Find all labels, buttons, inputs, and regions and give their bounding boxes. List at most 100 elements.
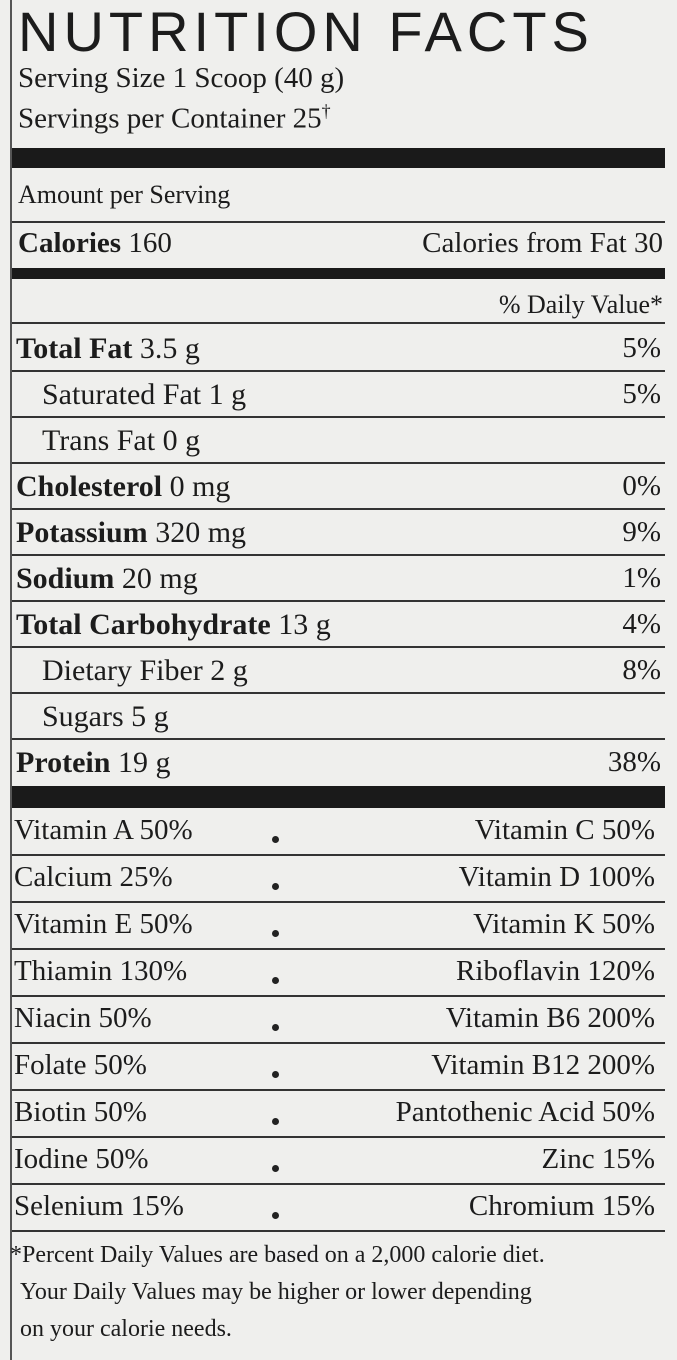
vitamin-right: Vitamin C 50% [474, 814, 655, 846]
vitamin-right: Vitamin D 100% [458, 861, 655, 893]
rule [12, 221, 665, 223]
rule [12, 1042, 665, 1044]
separator-dot [272, 883, 279, 890]
nutrient-amount: 5 g [131, 700, 169, 733]
nutrient-amount: 13 g [278, 608, 331, 641]
vitamin-left: Niacin 50% [14, 1002, 152, 1034]
separator-dot [272, 930, 279, 937]
nutrient-name: Sugars [42, 700, 124, 733]
separator-dot [272, 836, 279, 843]
nutrient-amount: 320 mg [155, 516, 247, 549]
rule [12, 416, 665, 418]
nutrient-row: Trans Fat 0 g [42, 426, 200, 456]
daily-value: 8% [622, 654, 661, 686]
vitamin-left: Calcium 25% [14, 861, 173, 893]
rule [12, 901, 665, 903]
vitamin-left: Biotin 50% [14, 1096, 147, 1128]
vitamin-left: Selenium 15% [14, 1190, 184, 1222]
rule [12, 1183, 665, 1185]
vitamin-right: Zinc 15% [541, 1143, 655, 1175]
vitamin-right: Vitamin K 50% [473, 908, 655, 940]
rule [12, 1230, 665, 1232]
rule [12, 1089, 665, 1091]
rule [12, 600, 665, 602]
thick-rule [12, 148, 665, 168]
vitamin-right: Vitamin B6 200% [445, 1002, 655, 1034]
nutrient-name: Trans Fat [42, 424, 156, 457]
amount-per-serving: Amount per Serving [18, 180, 231, 209]
servings-mark: † [321, 101, 331, 121]
nutrient-row: Total Carbohydrate 13 g [16, 610, 331, 640]
calories: Calories 160 [18, 229, 172, 258]
footnote: on your calorie needs. [20, 1316, 232, 1342]
nutrient-name: Sodium [16, 562, 115, 595]
separator-dot [272, 977, 279, 984]
daily-value: 38% [607, 746, 661, 778]
daily-value: 5% [622, 332, 661, 364]
vitamin-left: Vitamin A 50% [14, 814, 193, 846]
rule [12, 646, 665, 648]
footnote: *Percent Daily Values are based on a 2,0… [10, 1242, 545, 1268]
separator-dot [272, 1071, 279, 1078]
servings-text: Servings per Container 25 [18, 102, 322, 135]
calories-name: Calories [18, 227, 122, 259]
nutrient-amount: 0 g [162, 424, 201, 457]
separator-dot [272, 1212, 279, 1219]
thick-rule [12, 268, 665, 279]
servings-per-container: Servings per Container 25† [18, 102, 331, 134]
nutrient-name: Protein [16, 746, 111, 779]
rule [12, 462, 665, 464]
nutrient-name: Total Fat [16, 332, 133, 365]
nutrient-amount: 1 g [208, 378, 247, 411]
nutrient-row: Saturated Fat 1 g [42, 380, 246, 410]
vitamin-left: Folate 50% [14, 1049, 147, 1081]
vitamin-right: Chromium 15% [468, 1190, 655, 1222]
thick-rule [12, 786, 665, 808]
title: NUTRITION FACTS [18, 0, 594, 63]
nutrient-name: Cholesterol [16, 470, 163, 503]
nutrient-name: Potassium [16, 516, 148, 549]
nutrient-row: Potassium 320 mg [16, 518, 246, 548]
separator-dot [272, 1024, 279, 1031]
nutrient-row: Cholesterol 0 mg [16, 472, 230, 502]
vitamin-right: Vitamin B12 200% [431, 1049, 655, 1081]
nutrient-row: Sugars 5 g [42, 702, 169, 732]
nutrient-row: Dietary Fiber 2 g [42, 656, 248, 686]
rule [12, 370, 665, 372]
rule [12, 738, 665, 740]
rule [12, 692, 665, 694]
nutrient-row: Total Fat 3.5 g [16, 334, 200, 364]
nutrient-amount: 20 mg [121, 562, 198, 595]
nutrient-row: Protein 19 g [16, 748, 170, 778]
nutrient-amount: 0 mg [169, 470, 231, 503]
daily-value: 9% [622, 516, 661, 548]
daily-value: 1% [622, 562, 661, 594]
nutrient-amount: 2 g [210, 654, 248, 687]
vitamin-left: Vitamin E 50% [14, 908, 193, 940]
daily-value: 0% [622, 470, 661, 502]
nutrient-name: Dietary Fiber [42, 654, 203, 687]
border [10, 0, 12, 1360]
vitamin-left: Thiamin 130% [14, 955, 188, 987]
vitamin-right: Riboflavin 120% [456, 955, 655, 987]
daily-value: 5% [622, 378, 661, 410]
daily-value-header: % Daily Value* [498, 290, 663, 319]
separator-dot [272, 1165, 279, 1172]
calories-from-fat: Calories from Fat 30 [422, 227, 663, 259]
nutrient-amount: 3.5 g [139, 332, 200, 365]
vitamin-right: Pantothenic Acid 50% [395, 1096, 655, 1128]
vitamin-left: Iodine 50% [14, 1143, 149, 1175]
nutrient-name: Saturated Fat [42, 378, 202, 411]
rule [12, 322, 665, 324]
separator-dot [272, 1118, 279, 1125]
calories-amount: 160 [128, 227, 172, 259]
rule [12, 854, 665, 856]
rule [12, 948, 665, 950]
nutrient-name: Total Carbohydrate [16, 608, 271, 641]
footnote: Your Daily Values may be higher or lower… [20, 1279, 532, 1305]
rule [12, 508, 665, 510]
rule [12, 1136, 665, 1138]
rule [12, 995, 665, 997]
serving-size: Serving Size 1 Scoop (40 g) [18, 62, 345, 94]
